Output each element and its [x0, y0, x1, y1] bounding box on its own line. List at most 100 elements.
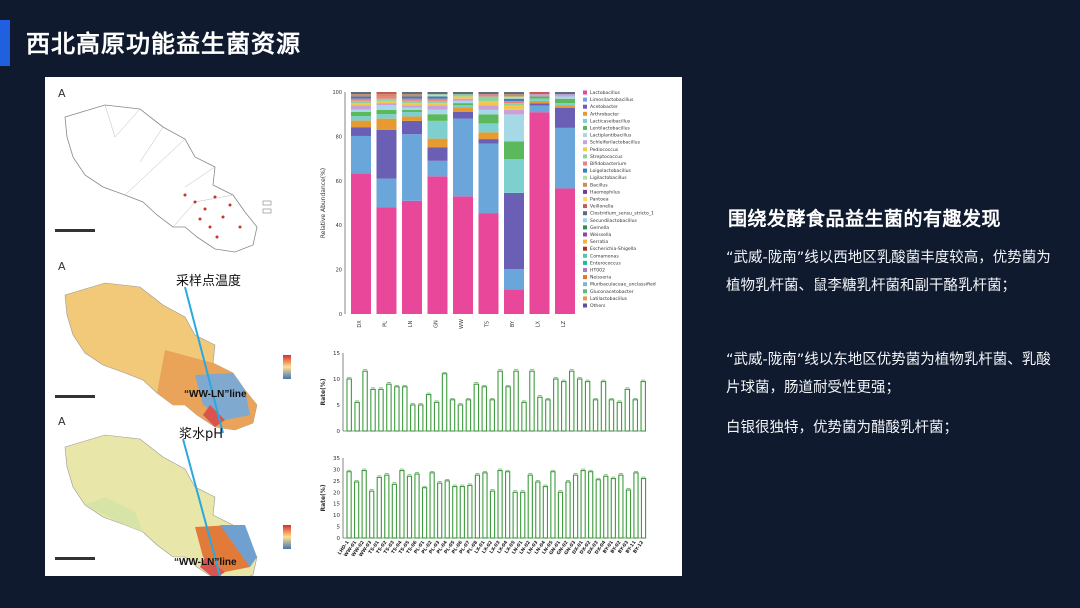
abundance-segment [351, 127, 371, 136]
abundance-segment [402, 120, 422, 135]
legend-swatch [583, 140, 587, 145]
abundance-segment [351, 92, 371, 95]
rate-bar [386, 383, 392, 432]
abundance-segment [402, 109, 422, 112]
legend-item: Comamonas [590, 253, 619, 259]
abundance-x-tick: PL [383, 321, 389, 327]
abundance-segment [555, 92, 575, 95]
temperature-map-label: 采样点温度 [176, 274, 242, 289]
rate-bar [550, 471, 556, 539]
rate-bar [580, 470, 586, 539]
abundance-segment [453, 107, 473, 112]
abundance-y-tick: 20 [336, 268, 342, 274]
ph-line-label: “WW-LN”line [174, 557, 237, 568]
abundance-segment [529, 103, 550, 106]
rate-y-tick: 35 [333, 456, 340, 462]
abundance-segment [427, 103, 448, 106]
rate-bar [361, 470, 367, 539]
rate-y-tick: 10 [333, 377, 340, 383]
rate-bar [640, 478, 647, 539]
abundance-segment [402, 98, 422, 101]
abundance-segment [453, 196, 473, 314]
abundance-segment [555, 103, 575, 106]
rate-bar [542, 486, 549, 539]
abundance-segment [376, 94, 397, 97]
abundance-segment [478, 143, 499, 214]
svg-text:A: A [58, 415, 66, 428]
rate-bar [618, 474, 624, 539]
abundance-y-tick: 40 [336, 223, 342, 229]
rate-bar [592, 399, 599, 432]
rate-bar [553, 378, 559, 432]
rate-bar [362, 370, 368, 432]
finding-west: “武威-陇南”线以西地区乳酸菌丰度较高，优势菌为植物乳杆菌、鼠李糖乳杆菌和副干酪… [726, 250, 1051, 294]
legend-item: Ligilactobacillus [590, 175, 627, 181]
abundance-y-tick: 100 [332, 90, 342, 96]
rate-bar [406, 475, 413, 539]
legend-item: Loigolactobacillus [590, 168, 632, 174]
abundance-segment [351, 111, 371, 117]
legend-item: Lactobacillus [590, 90, 621, 96]
rate-y-tick: 25 [333, 479, 340, 485]
abundance-segment [555, 127, 575, 189]
rate-bar [457, 404, 464, 432]
abundance-segment [504, 269, 524, 290]
legend-item: HT002 [590, 268, 605, 274]
rate-bar [402, 386, 408, 432]
legend-swatch [583, 161, 587, 166]
abundance-segment [402, 107, 422, 110]
abundance-segment [376, 100, 397, 104]
abundance-segment [529, 112, 550, 314]
rate-bar [429, 472, 435, 539]
rate-bar [527, 474, 533, 539]
legend-swatch [583, 239, 587, 244]
abundance-segment [427, 100, 448, 104]
abundance-segment [555, 188, 575, 314]
legend-swatch [583, 246, 587, 251]
legend-swatch [583, 154, 587, 159]
abundance-segment [402, 100, 422, 104]
abundance-segment [427, 176, 448, 314]
legend-swatch [583, 260, 587, 265]
abundance-segment [504, 159, 524, 193]
abundance-segment [478, 94, 499, 97]
rate-bar [576, 378, 583, 432]
title-accent-bar [0, 20, 10, 66]
legend-item: Enterococcus [590, 260, 621, 266]
abundance-segment [427, 160, 448, 177]
rate-bar [346, 471, 352, 539]
slide-title: 西北高原功能益生菌资源 [26, 30, 301, 58]
legend-swatch [583, 218, 587, 223]
abundance-segment [427, 98, 448, 101]
legend-item: Acetobacter [590, 104, 618, 110]
rate-bar [520, 491, 526, 539]
rate-bar [433, 401, 440, 432]
legend-swatch [583, 133, 587, 138]
rate-bar [391, 483, 398, 539]
abundance-segment [376, 98, 397, 101]
abundance-stacked-bar-chart: 100 80 60 40 20 0 Relative Abundance(%) DX PL LN G… [320, 90, 656, 329]
abundance-segment [555, 94, 575, 97]
legend-swatch [583, 182, 587, 187]
rate-bar [608, 399, 615, 432]
abundance-segment [478, 92, 499, 95]
abundance-segment [504, 103, 524, 106]
abundance-segment [402, 116, 422, 121]
rate-y-tick: 15 [333, 502, 340, 508]
rate-bar [441, 373, 448, 432]
rate-bar [410, 404, 416, 432]
legend-swatch [583, 289, 587, 294]
legend-item: Haemophilus [590, 189, 621, 195]
abundance-segment [478, 109, 499, 115]
rate-y-tick: 5 [337, 403, 341, 409]
abundance-x-tick: DX [357, 320, 363, 328]
abundance-segment [529, 98, 550, 101]
rate-bar [603, 475, 609, 539]
legend-item: Veillonella [590, 204, 614, 210]
abundance-segment [376, 109, 397, 115]
abundance-segment [453, 105, 473, 108]
legend-swatch [583, 168, 587, 173]
rate-y-label: Rate(%) [320, 378, 327, 405]
legend-item: Streptococcus [590, 154, 623, 160]
abundance-x-tick: GN [434, 320, 440, 328]
